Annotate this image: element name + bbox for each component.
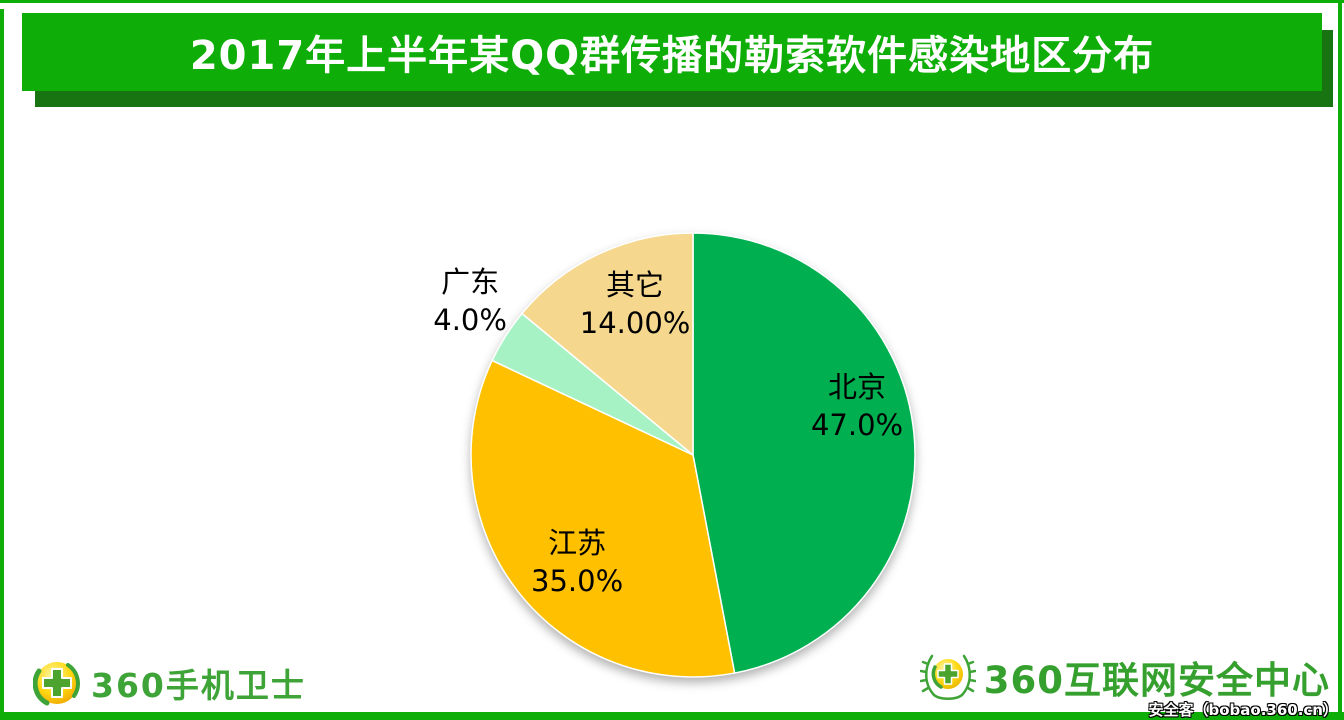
pie-slice-label-0: 北京 47.0% (811, 370, 903, 442)
brand-text-security-center: 360互联网安全中心 (983, 659, 1330, 702)
footer-brand-right: 360互联网安全中心 (919, 650, 1330, 704)
footer-brand-left: 360手机卫士 (33, 659, 306, 707)
frame-border-right (1338, 3, 1342, 720)
pie-slice-label-2: 广东 4.0% (433, 265, 507, 337)
page-title: 2017年上半年某QQ群传播的勒索软件感染地区分布 (189, 33, 1155, 79)
brand-text-mobile-safe: 360手机卫士 (91, 666, 306, 705)
frame-border-top (0, 0, 1344, 3)
pie-slice-3 (520, 232, 694, 457)
360-security-center-emblem-icon (919, 654, 976, 700)
pie-slice-1 (470, 359, 736, 678)
frame-border-left (0, 9, 4, 720)
pie-labels: 北京 47.0% 江苏 35.0% 广东 4.0% 其它 14.00% (433, 265, 903, 598)
360-mobile-safe-sphere-icon (33, 662, 80, 706)
pie-slices (470, 232, 916, 678)
pie-slice-0 (692, 232, 916, 674)
pie-slice-label-3: 其它 14.00% (580, 268, 691, 340)
pie-slice-label-1: 江苏 35.0% (531, 526, 623, 598)
watermark-anquanke: 安全客（bobao.360.cn） (1148, 701, 1339, 719)
frame-border-bottom (0, 712, 1344, 720)
title-banner: 2017年上半年某QQ群传播的勒索软件感染地区分布 (22, 13, 1322, 91)
